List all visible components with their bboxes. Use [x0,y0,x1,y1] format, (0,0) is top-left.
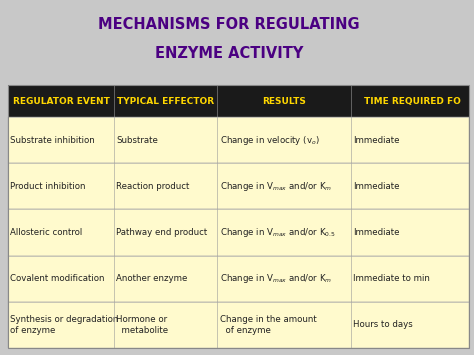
Text: Pathway end product: Pathway end product [116,228,208,237]
Text: Another enzyme: Another enzyme [116,274,188,283]
FancyBboxPatch shape [8,85,469,117]
Text: TIME REQUIRED FO: TIME REQUIRED FO [364,97,461,106]
Text: TYPICAL EFFECTOR: TYPICAL EFFECTOR [117,97,214,106]
Text: Change in V$_{max}$ and/or K$_{0.5}$: Change in V$_{max}$ and/or K$_{0.5}$ [219,226,336,239]
Text: Immediate: Immediate [354,136,400,145]
Text: MECHANISMS FOR REGULATING: MECHANISMS FOR REGULATING [98,17,360,32]
Text: Synthesis or degradation
of enzyme: Synthesis or degradation of enzyme [10,315,119,335]
Text: ENZYME ACTIVITY: ENZYME ACTIVITY [155,46,303,61]
Text: Substrate: Substrate [116,136,158,145]
Text: Change in V$_{max}$ and/or K$_{m}$: Change in V$_{max}$ and/or K$_{m}$ [219,180,332,193]
Text: Change in velocity (v$_o$): Change in velocity (v$_o$) [219,134,319,147]
Text: Substrate inhibition: Substrate inhibition [10,136,95,145]
Text: Product inhibition: Product inhibition [10,182,86,191]
Text: REGULATOR EVENT: REGULATOR EVENT [12,97,109,106]
Text: Change in V$_{max}$ and/or K$_{m}$: Change in V$_{max}$ and/or K$_{m}$ [219,272,332,285]
Text: Immediate to min: Immediate to min [354,274,430,283]
Text: Hormone or
  metabolite: Hormone or metabolite [116,315,168,335]
Text: Hours to days: Hours to days [354,320,413,329]
FancyBboxPatch shape [8,117,469,163]
Text: Change in the amount
  of enzyme: Change in the amount of enzyme [219,315,316,335]
FancyBboxPatch shape [8,256,469,302]
FancyBboxPatch shape [8,302,469,348]
Text: RESULTS: RESULTS [262,97,306,106]
FancyBboxPatch shape [8,163,469,209]
Text: Reaction product: Reaction product [116,182,190,191]
Text: Allosteric control: Allosteric control [10,228,83,237]
Text: Immediate: Immediate [354,182,400,191]
Text: Covalent modification: Covalent modification [10,274,105,283]
Text: Immediate: Immediate [354,228,400,237]
FancyBboxPatch shape [8,209,469,256]
